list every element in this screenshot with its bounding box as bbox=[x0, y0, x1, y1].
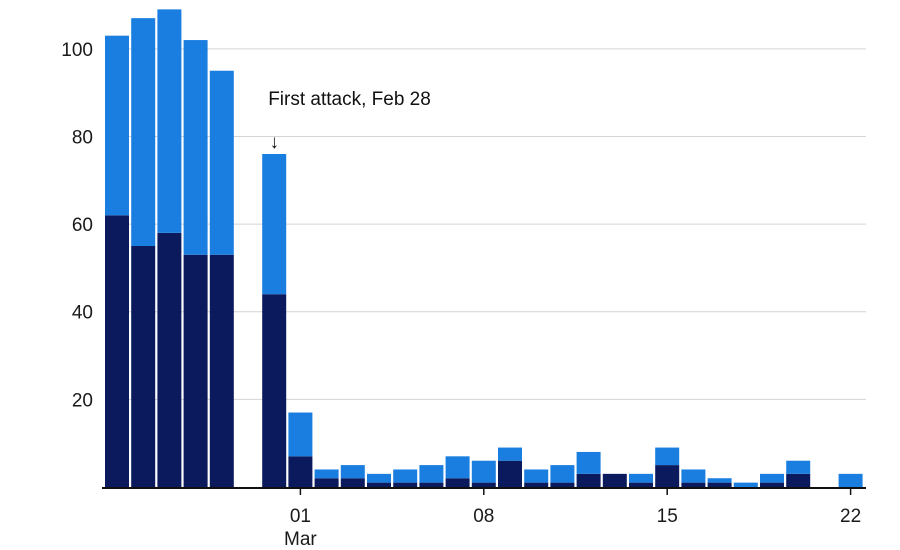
bar-dark bbox=[498, 460, 522, 487]
bar-light bbox=[288, 412, 313, 457]
bar-light bbox=[838, 473, 863, 487]
bar-light bbox=[629, 473, 653, 483]
bar-dark bbox=[314, 478, 339, 487]
bar-light bbox=[367, 473, 391, 483]
bar-dark bbox=[131, 246, 156, 487]
bar-light bbox=[707, 478, 732, 483]
bar-dark bbox=[419, 482, 444, 487]
bar-light bbox=[340, 465, 365, 479]
bar-dark bbox=[655, 465, 680, 487]
bar-light bbox=[262, 153, 287, 295]
annotation-label: First attack, Feb 28 bbox=[268, 89, 431, 110]
bar-dark bbox=[524, 482, 549, 487]
bar-light bbox=[550, 465, 575, 483]
bar-dark bbox=[393, 482, 418, 487]
bar-dark bbox=[681, 482, 706, 487]
bar-dark bbox=[707, 482, 732, 487]
bar-dark bbox=[576, 473, 601, 487]
bar-dark bbox=[105, 215, 129, 487]
bar-dark bbox=[183, 254, 208, 487]
bar-light bbox=[655, 447, 680, 466]
bar-dark bbox=[471, 482, 496, 487]
bar-dark bbox=[550, 482, 575, 487]
bar-light bbox=[445, 456, 470, 479]
bar-light bbox=[157, 9, 182, 233]
bar-light bbox=[471, 460, 496, 483]
bar-dark bbox=[629, 482, 653, 487]
x-tick-label: 15 bbox=[657, 506, 678, 527]
bar-light bbox=[105, 35, 129, 216]
bar-dark bbox=[367, 482, 391, 487]
bar-light bbox=[524, 469, 549, 483]
bar-light bbox=[419, 465, 444, 483]
bar-dark bbox=[602, 473, 627, 487]
x-tick-label: 22 bbox=[840, 506, 861, 527]
bar-dark bbox=[157, 232, 182, 487]
bar-dark bbox=[262, 294, 287, 487]
bar-dark bbox=[288, 456, 313, 487]
bar-light bbox=[733, 482, 758, 487]
y-tick-label: 20 bbox=[72, 390, 93, 411]
x-tick-label: 01 bbox=[290, 506, 311, 527]
bars bbox=[105, 9, 863, 487]
x-tick-sublabel: Mar bbox=[284, 529, 317, 550]
bar-light bbox=[498, 447, 522, 461]
y-tick-label: 80 bbox=[72, 127, 93, 148]
y-tick-label: 100 bbox=[61, 40, 93, 61]
y-axis-ticks: 20 40 60 80 100 bbox=[61, 40, 93, 412]
annotation: First attack, Feb 28 ↓ bbox=[268, 89, 431, 153]
bar-light bbox=[786, 460, 811, 474]
bar-light bbox=[209, 70, 234, 255]
bar-light bbox=[131, 18, 156, 247]
bar-light bbox=[393, 469, 418, 483]
bar-light bbox=[760, 473, 784, 483]
annotation-arrow: ↓ bbox=[269, 132, 279, 153]
bar-dark bbox=[209, 254, 234, 487]
x-tick-label: 08 bbox=[473, 506, 494, 527]
bar-dark bbox=[445, 478, 470, 487]
bar-dark bbox=[760, 482, 784, 487]
bar-light bbox=[681, 469, 706, 483]
y-tick-label: 40 bbox=[72, 303, 93, 324]
y-tick-label: 60 bbox=[72, 215, 93, 236]
bar-light bbox=[183, 40, 208, 255]
bar-light bbox=[576, 451, 601, 474]
bar-light bbox=[314, 469, 339, 479]
bar-dark bbox=[786, 473, 811, 487]
bar-dark bbox=[340, 478, 365, 487]
